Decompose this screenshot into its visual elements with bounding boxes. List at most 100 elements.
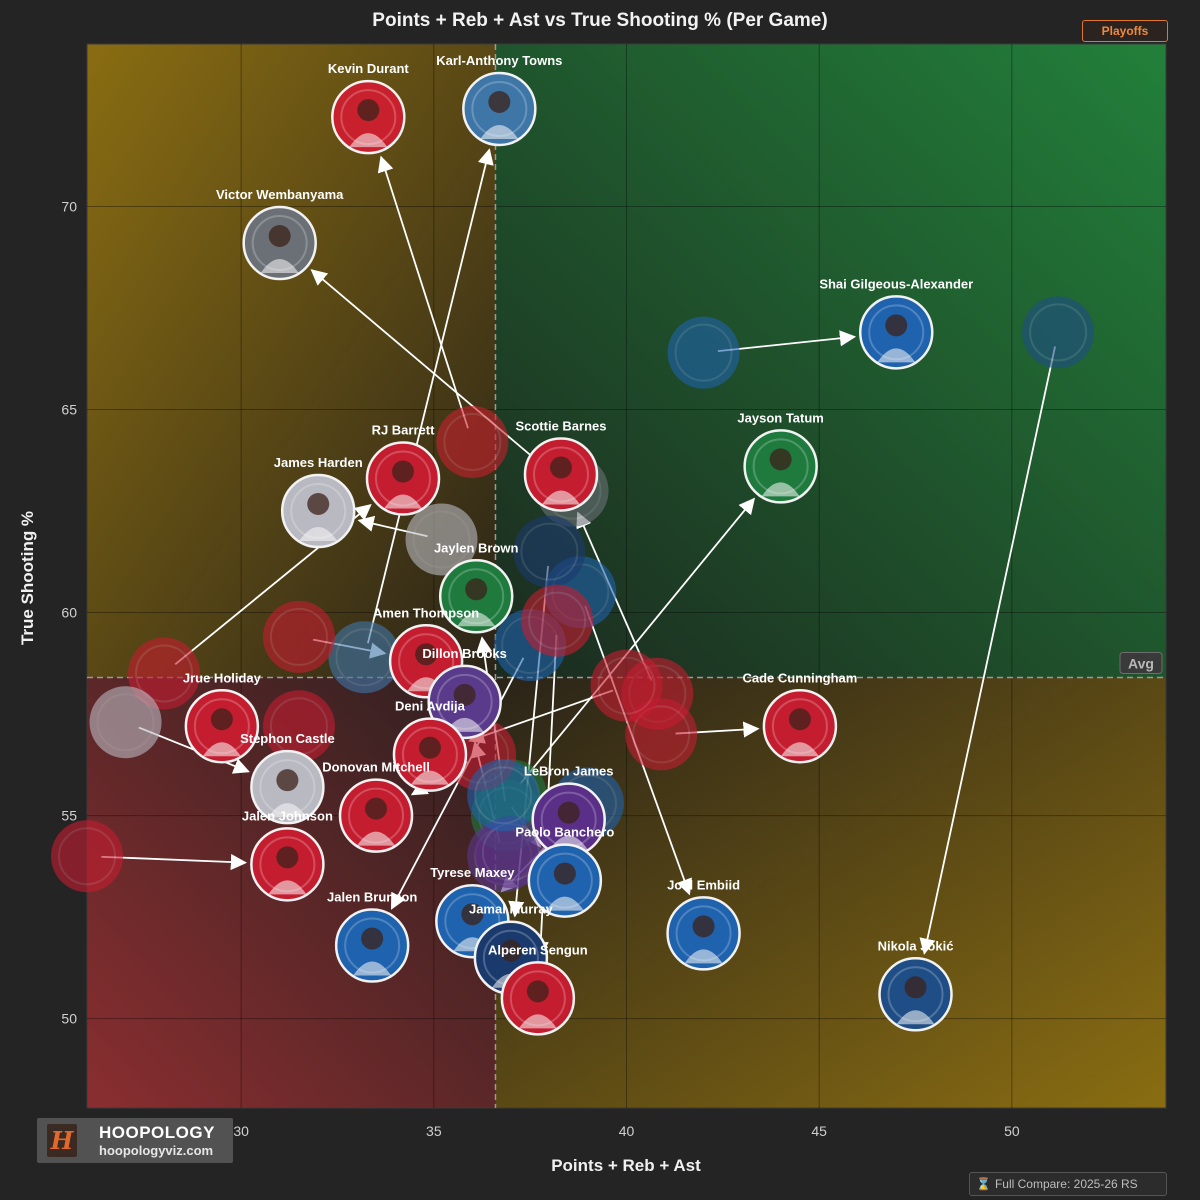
player-name-label: Jrue Holiday <box>183 670 262 685</box>
ghost-marker <box>405 503 478 576</box>
player-marker <box>462 71 537 147</box>
ghost-disc <box>521 584 594 657</box>
player-name-label: Alperen Sengun <box>488 942 588 957</box>
ghost-ring <box>58 827 116 886</box>
ghost-disc <box>474 816 547 889</box>
avg-badge <box>1119 652 1163 675</box>
ghost-disc <box>436 405 509 478</box>
player-marker <box>523 437 599 512</box>
player-name-label: Jaylen Brown <box>434 540 519 555</box>
player-name-label: Joel Embiid <box>667 877 740 892</box>
player-head <box>365 797 388 820</box>
player-jersey <box>357 831 396 846</box>
player-jersey <box>877 348 916 363</box>
ghost-marker <box>467 759 540 832</box>
ghost-ring <box>412 510 471 569</box>
player-marker <box>334 908 410 983</box>
player-head <box>769 448 792 471</box>
player-head <box>885 314 908 337</box>
player-marker <box>762 689 838 764</box>
player-jersey <box>541 490 580 505</box>
x-axis-label: Points + Reb + Ast <box>551 1156 701 1175</box>
y-tick-label: 60 <box>61 605 77 621</box>
player-marker <box>878 957 953 1032</box>
player-marker <box>438 559 514 634</box>
brand-url: hoopologyviz.com <box>99 1143 214 1158</box>
ghost-ring <box>1029 303 1088 362</box>
playoffs-badge[interactable]: Playoffs <box>1082 20 1168 42</box>
ghost-marker <box>262 600 335 673</box>
player-jersey <box>457 612 496 627</box>
ghost-disc <box>51 820 123 893</box>
player-jersey <box>684 949 723 964</box>
ghost-ring <box>96 693 155 752</box>
player-jersey <box>896 1010 935 1025</box>
player-marker <box>338 778 414 853</box>
player-name-label: Shai Gilgeous-Alexander <box>819 276 973 291</box>
player-marker <box>743 429 818 504</box>
quadrant-bottom-right <box>495 677 1166 1108</box>
ghost-disc <box>513 515 586 588</box>
player-jersey <box>353 961 392 976</box>
axis-tick-labels: 30 35 40 45 50 50 55 60 65 70 <box>61 198 1019 1139</box>
player-marker <box>280 473 356 549</box>
compare-footer[interactable]: ⌛ Full Compare: 2025-26 RS <box>969 1172 1167 1196</box>
brand-logo: H HOOPOLOGY hoopologyviz.com <box>37 1118 233 1163</box>
player-head <box>461 903 484 926</box>
player-name-label: RJ Barrett <box>372 423 436 438</box>
player-name-label: Nikola Jokić <box>878 938 954 953</box>
player-head <box>210 708 233 731</box>
ghost-ring <box>269 607 328 666</box>
ghost-marker <box>667 316 740 389</box>
player-marker <box>859 295 934 370</box>
y-tick-label: 55 <box>61 808 77 824</box>
x-tick-label: 30 <box>233 1123 249 1139</box>
hourglass-icon: ⌛ <box>976 1177 991 1191</box>
player-head <box>276 769 299 792</box>
player-marker <box>365 441 441 516</box>
trend-arrow <box>919 346 1056 955</box>
player-head <box>391 460 414 483</box>
player-name-label: Tyrese Maxey <box>430 865 515 880</box>
ghost-ring <box>135 644 194 703</box>
hoopology-logo-icon: H <box>47 1124 77 1157</box>
ghost-disc <box>590 649 663 722</box>
player-marker <box>392 717 468 792</box>
player-head <box>276 846 299 869</box>
player-marker <box>242 205 317 281</box>
player-labels: Karl-Anthony Towns Kevin Durant Victor Wem… <box>183 53 973 957</box>
player-jersey <box>480 124 519 139</box>
avg-label: Avg <box>1128 656 1154 672</box>
ghost-disc <box>262 600 335 673</box>
player-name-label: Karl-Anthony Towns <box>436 53 562 68</box>
compare-label: Full Compare: 2025-26 RS <box>994 1177 1138 1191</box>
y-axis-label: True Shooting % <box>18 510 37 646</box>
player-head <box>307 493 330 516</box>
player-name-label: Jalen Brunson <box>327 890 417 905</box>
ghost-disc <box>405 503 478 576</box>
x-tick-label: 35 <box>426 1123 442 1139</box>
ghost-marker <box>521 584 594 657</box>
ghost-marker <box>262 690 335 763</box>
ghost-disc <box>262 690 335 763</box>
ghost-marker <box>1022 296 1095 369</box>
gridlines <box>87 44 1166 1108</box>
player-name-label: James Harden <box>274 455 363 470</box>
player-name-label: Jayson Tatum <box>737 410 823 425</box>
player-head <box>526 980 549 1003</box>
player-head <box>553 862 576 885</box>
x-tick-label: 45 <box>811 1123 827 1139</box>
trend-arrow <box>519 497 756 785</box>
ghost-marker <box>89 686 162 759</box>
ghost-marker <box>590 649 663 722</box>
player-jersey <box>761 482 800 497</box>
player-head <box>788 708 811 731</box>
player-points <box>51 71 1095 1036</box>
player-head <box>488 90 511 113</box>
player-jersey <box>299 527 338 542</box>
player-head <box>904 976 927 999</box>
chart-title: Points + Reb + Ast vs True Shooting % (P… <box>372 10 828 31</box>
trend-arrow <box>377 155 469 429</box>
ghost-marker <box>513 515 586 588</box>
